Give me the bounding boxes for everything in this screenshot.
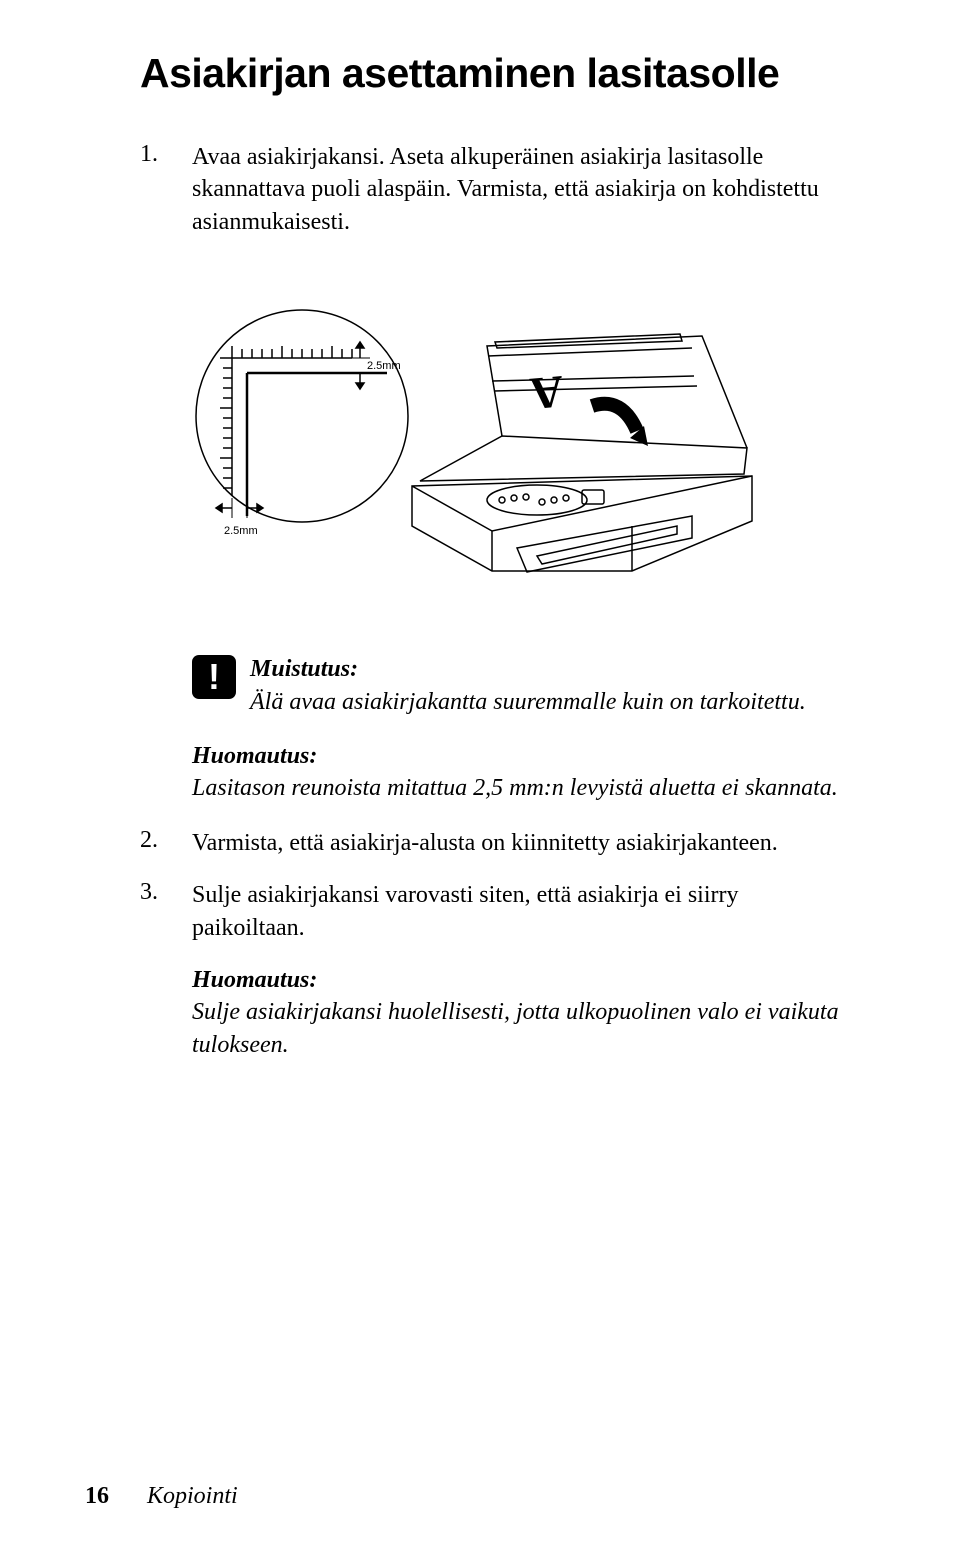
note-1-body: Lasitason reunoista mitattua 2,5 mm:n le… bbox=[192, 775, 838, 801]
caution-icon: ! bbox=[192, 655, 236, 699]
step-2-text: Varmista, että asiakirja-alusta on kiinn… bbox=[192, 827, 778, 859]
step-1-text: Avaa asiakirjakansi. Aseta alkuperäinen … bbox=[192, 141, 850, 238]
caution-box: ! Muistutus: Älä avaa asiakirjakantta su… bbox=[192, 653, 850, 718]
step-3-text: Sulje asiakirjakansi varovasti siten, et… bbox=[192, 879, 850, 944]
note-2-body: Sulje asiakirjakansi huolellisesti, jott… bbox=[192, 999, 839, 1057]
page-title: Asiakirjan asettaminen lasitasolle bbox=[140, 50, 850, 97]
printer-figure: A bbox=[192, 276, 850, 611]
step-2-number: 2. bbox=[140, 827, 192, 859]
step-3-number: 3. bbox=[140, 879, 192, 944]
page-footer: 16 Kopiointi bbox=[85, 1483, 238, 1510]
step-1-number: 1. bbox=[140, 141, 192, 238]
footer-page-number: 16 bbox=[85, 1483, 109, 1510]
note-2-title: Huomautus: bbox=[192, 967, 317, 993]
figure-margin-left: 2.5mm bbox=[224, 525, 258, 537]
caution-body: Älä avaa asiakirjakantta suuremmalle kui… bbox=[250, 689, 806, 715]
footer-section-title: Kopiointi bbox=[147, 1483, 238, 1510]
note-1: Huomautus: Lasitason reunoista mitattua … bbox=[192, 740, 850, 805]
note-2: Huomautus: Sulje asiakirjakansi huolelli… bbox=[192, 964, 850, 1061]
step-1: 1. Avaa asiakirjakansi. Aseta alkuperäin… bbox=[140, 141, 850, 238]
figure-margin-top: 2.5mm bbox=[367, 360, 401, 372]
step-2: 2. Varmista, että asiakirja-alusta on ki… bbox=[140, 827, 850, 859]
note-1-title: Huomautus: bbox=[192, 743, 317, 769]
caution-title: Muistutus: bbox=[250, 656, 358, 682]
figure-letter: A bbox=[528, 366, 566, 420]
step-3: 3. Sulje asiakirjakansi varovasti siten,… bbox=[140, 879, 850, 944]
